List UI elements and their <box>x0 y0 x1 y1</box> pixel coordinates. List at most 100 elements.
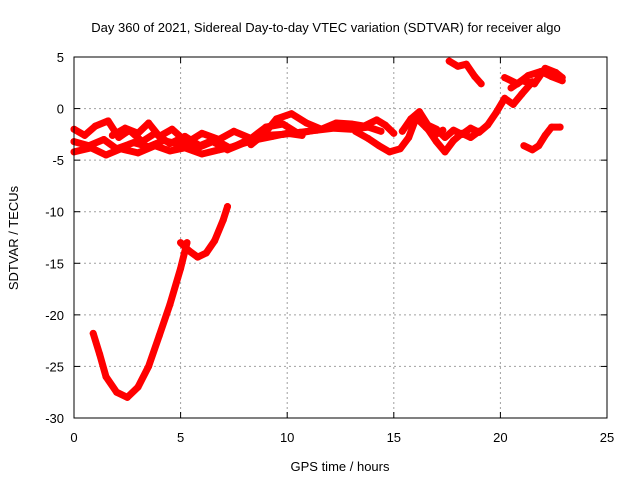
data-point <box>441 133 449 141</box>
data-point <box>398 127 406 135</box>
data-point <box>168 125 176 133</box>
data-point <box>294 129 302 137</box>
data-point <box>445 57 453 65</box>
chart-title: Day 360 of 2021, Sidereal Day-to-day VTE… <box>91 20 560 35</box>
y-tick-label: -10 <box>45 205 64 220</box>
data-point <box>302 119 310 127</box>
data-point <box>104 117 112 125</box>
data-point <box>138 138 146 146</box>
data-point <box>552 68 560 76</box>
x-tick-label: 20 <box>493 430 507 445</box>
data-point <box>89 329 97 337</box>
data-point <box>386 148 394 156</box>
y-tick-label: 0 <box>57 102 64 117</box>
data-point <box>556 123 564 131</box>
data-series <box>70 57 566 401</box>
data-point <box>351 127 359 135</box>
data-point <box>501 74 509 82</box>
data-point <box>364 134 372 142</box>
data-point <box>347 120 355 128</box>
data-point <box>415 108 423 116</box>
data-point <box>247 141 255 149</box>
y-tick-label: -25 <box>45 359 64 374</box>
data-point <box>477 80 485 88</box>
data-point <box>219 216 227 224</box>
data-point <box>224 203 232 211</box>
data-point <box>375 142 383 150</box>
data-point <box>108 131 116 139</box>
data-point <box>467 124 475 132</box>
data-point <box>360 122 368 130</box>
data-point <box>541 64 549 72</box>
data-point <box>405 133 413 141</box>
data-point <box>260 130 268 138</box>
x-tick-label: 10 <box>280 430 294 445</box>
data-point <box>381 121 389 129</box>
y-axis-label: SDTVAR / TECUs <box>6 185 21 290</box>
data-point <box>100 136 108 144</box>
data-point <box>492 109 500 117</box>
x-tick-label: 15 <box>387 430 401 445</box>
data-point <box>471 73 479 81</box>
data-point <box>518 77 526 85</box>
data-point <box>102 373 110 381</box>
x-tick-label: 0 <box>70 430 77 445</box>
data-point <box>273 115 281 123</box>
data-point <box>531 80 539 88</box>
y-tick-label: 5 <box>57 50 64 65</box>
data-point <box>145 119 153 127</box>
data-point <box>91 122 99 130</box>
data-point <box>449 137 457 145</box>
data-point <box>390 129 398 137</box>
data-point <box>241 139 249 147</box>
data-point <box>226 144 234 152</box>
data-point <box>484 121 492 129</box>
y-tick-label: -30 <box>45 411 64 426</box>
data-point <box>145 362 153 370</box>
y-tick-label: -15 <box>45 256 64 271</box>
data-point <box>166 147 174 155</box>
data-point <box>407 115 415 123</box>
data-point <box>524 72 532 80</box>
data-point <box>134 129 142 137</box>
data-point <box>196 142 204 150</box>
data-point <box>458 129 466 137</box>
data-point <box>509 100 517 108</box>
data-point <box>177 264 185 272</box>
data-point <box>145 143 153 151</box>
data-point <box>102 151 110 159</box>
data-point <box>432 125 440 133</box>
data-point <box>535 142 543 150</box>
data-point <box>177 239 185 247</box>
data-point <box>415 117 423 125</box>
data-point <box>467 133 475 141</box>
y-tick-label: -20 <box>45 308 64 323</box>
data-point <box>558 74 566 82</box>
x-axis-ticks: 0 5 10 15 20 25 <box>70 57 614 445</box>
data-point <box>475 127 483 135</box>
data-point <box>396 145 404 153</box>
data-point <box>123 393 131 401</box>
data-point <box>185 247 193 255</box>
data-point <box>507 84 515 92</box>
data-point <box>501 94 509 102</box>
data-point <box>215 136 223 144</box>
x-axis-label: GPS time / hours <box>291 459 390 474</box>
data-point <box>211 237 219 245</box>
x-tick-label: 25 <box>600 430 614 445</box>
data-point <box>520 142 528 150</box>
plot-frame <box>73 56 608 419</box>
data-point <box>81 131 89 139</box>
data-point <box>85 142 93 150</box>
data-point <box>130 139 138 147</box>
series-line-track-g <box>398 78 536 141</box>
data-point <box>541 131 549 139</box>
data-point <box>287 110 295 118</box>
data-point <box>96 350 104 358</box>
data-point <box>454 62 462 70</box>
data-point <box>113 388 121 396</box>
data-point <box>279 120 287 128</box>
data-point <box>332 119 340 127</box>
data-point <box>268 132 276 140</box>
data-point <box>166 140 174 148</box>
